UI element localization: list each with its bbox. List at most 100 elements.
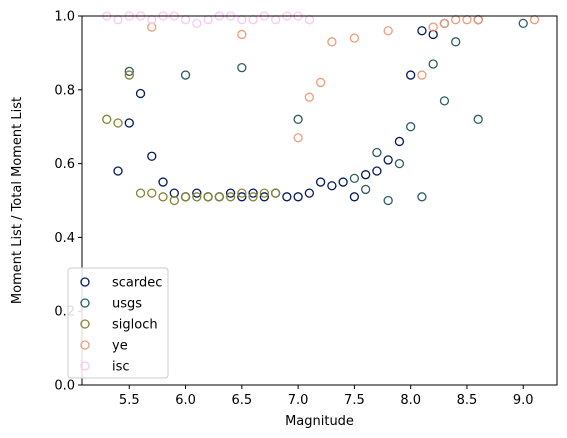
data-point-scardec bbox=[237, 192, 247, 202]
data-point-ye bbox=[304, 92, 315, 102]
data-point-sigloch bbox=[102, 114, 112, 124]
data-point-scardec bbox=[192, 188, 202, 198]
data-point-sigloch bbox=[180, 192, 191, 202]
data-point-usgs bbox=[406, 122, 416, 132]
legend-marker-ye bbox=[80, 340, 90, 350]
x-tick-label: 7.5 bbox=[344, 393, 365, 408]
data-point-sigloch bbox=[147, 188, 157, 198]
data-point-scardec bbox=[327, 181, 337, 191]
data-point-sigloch bbox=[158, 192, 168, 202]
x-axis-label: Magnitude bbox=[285, 414, 354, 429]
data-point-isc bbox=[192, 18, 202, 29]
data-point-scardec bbox=[372, 166, 382, 176]
data-point-usgs bbox=[293, 114, 303, 124]
plot-frame bbox=[81, 15, 558, 386]
data-point-scardec bbox=[259, 192, 269, 202]
data-point-usgs bbox=[383, 195, 393, 206]
data-point-sigloch bbox=[248, 192, 258, 202]
y-tick-label: 1.0 bbox=[54, 10, 75, 25]
data-point-scardec bbox=[360, 170, 371, 180]
data-point-usgs bbox=[372, 147, 382, 158]
data-point-scardec bbox=[293, 192, 303, 202]
x-tick-label: 7.0 bbox=[288, 393, 309, 408]
data-point-ye bbox=[315, 77, 326, 88]
legend-label-ye: ye bbox=[112, 339, 128, 354]
legend-marker-scardec bbox=[80, 277, 90, 287]
data-point-ye bbox=[417, 70, 427, 80]
data-point-scardec bbox=[349, 192, 360, 202]
data-point-scardec bbox=[135, 88, 146, 99]
data-point-sigloch bbox=[124, 70, 134, 80]
series-layer bbox=[102, 11, 540, 206]
x-axis: 5.5 6.0 6.5 7.0 7.5 8.0 8.5 9.0 bbox=[119, 385, 534, 408]
data-point-scardec bbox=[417, 26, 427, 36]
data-point-usgs bbox=[428, 59, 438, 69]
data-point-usgs bbox=[394, 158, 405, 169]
data-point-sigloch bbox=[259, 188, 269, 198]
series-ye bbox=[147, 15, 540, 143]
data-point-sigloch bbox=[237, 188, 247, 198]
data-point-ye bbox=[237, 29, 247, 40]
data-point-sigloch bbox=[113, 118, 123, 128]
legend-label-sigloch: sigloch bbox=[112, 318, 158, 333]
x-tick-label: 8.5 bbox=[457, 393, 478, 408]
legend-box bbox=[67, 267, 169, 379]
legend-label-isc: isc bbox=[112, 360, 130, 375]
data-point-scardec bbox=[315, 177, 326, 187]
data-point-usgs bbox=[360, 184, 371, 195]
data-point-usgs bbox=[417, 192, 427, 202]
data-point-usgs bbox=[349, 173, 360, 184]
data-point-usgs bbox=[124, 66, 134, 76]
y-axis: 0.00.20.40.60.81.0 bbox=[54, 10, 82, 394]
legend-marker-sigloch bbox=[80, 319, 90, 329]
series-usgs bbox=[124, 18, 528, 206]
data-point-usgs bbox=[473, 114, 483, 124]
y-tick-label: 0.4 bbox=[54, 231, 75, 246]
x-tick-label: 9.0 bbox=[513, 393, 534, 408]
data-point-scardec bbox=[338, 177, 348, 187]
data-point-ye bbox=[383, 26, 393, 36]
data-point-scardec bbox=[113, 166, 123, 176]
y-tick-label: 0.0 bbox=[54, 379, 75, 394]
data-point-ye bbox=[428, 22, 438, 32]
data-point-sigloch bbox=[214, 192, 224, 202]
data-point-scardec bbox=[304, 188, 315, 198]
data-point-scardec bbox=[225, 188, 236, 198]
legend-marker-isc bbox=[80, 361, 90, 371]
x-tick-label: 6.5 bbox=[231, 393, 252, 408]
legend-label-scardec: scardec bbox=[112, 276, 162, 291]
data-point-ye bbox=[439, 18, 450, 29]
x-tick-label: 6.0 bbox=[175, 393, 196, 408]
data-point-sigloch bbox=[225, 192, 236, 202]
data-point-usgs bbox=[451, 37, 461, 47]
data-point-sigloch bbox=[270, 188, 281, 198]
data-point-usgs bbox=[518, 18, 528, 29]
data-point-ye bbox=[327, 37, 337, 47]
data-point-scardec bbox=[124, 118, 134, 128]
data-point-usgs bbox=[180, 70, 191, 80]
data-point-usgs bbox=[439, 96, 450, 106]
data-point-scardec bbox=[383, 155, 393, 165]
y-tick-label: 0.6 bbox=[54, 157, 75, 172]
data-point-scardec bbox=[394, 136, 405, 147]
x-tick-label: 5.5 bbox=[119, 393, 140, 408]
data-point-sigloch bbox=[192, 192, 202, 202]
data-point-scardec bbox=[282, 192, 292, 202]
data-point-scardec bbox=[248, 188, 258, 198]
legend: scardec usgs sigloch ye isc bbox=[67, 267, 169, 379]
x-tick-label: 8.0 bbox=[400, 393, 421, 408]
data-point-usgs bbox=[237, 63, 247, 73]
data-point-scardec bbox=[147, 151, 157, 161]
data-point-sigloch bbox=[203, 192, 213, 202]
data-point-ye bbox=[349, 33, 360, 43]
data-point-scardec bbox=[158, 177, 168, 187]
y-axis-label: Moment List / Total Moment List bbox=[10, 97, 25, 304]
data-point-sigloch bbox=[169, 195, 179, 206]
series-isc bbox=[102, 11, 315, 29]
data-point-sigloch bbox=[135, 188, 146, 198]
y-tick-label: 0.8 bbox=[54, 83, 75, 98]
legend-marker-usgs bbox=[80, 298, 90, 308]
series-sigloch bbox=[102, 70, 281, 206]
data-point-scardec bbox=[406, 70, 416, 80]
